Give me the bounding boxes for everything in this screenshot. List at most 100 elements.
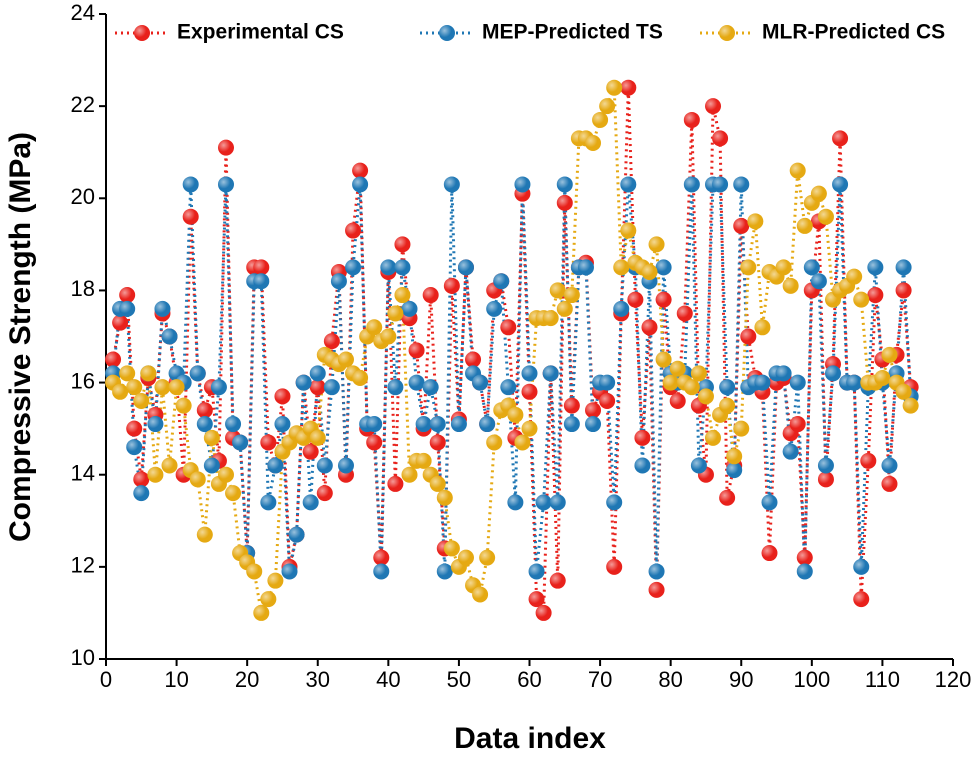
data-point: [133, 393, 150, 409]
x-tick-label: 120: [935, 667, 972, 692]
data-point: [556, 300, 573, 317]
legend-text: MEP-Predicted TS: [482, 21, 663, 44]
data-point: [302, 494, 319, 511]
data-point: [267, 457, 284, 474]
data-point: [521, 365, 538, 382]
data-point: [514, 434, 531, 451]
data-point: [274, 416, 291, 433]
x-tick-label: 60: [517, 667, 541, 692]
data-point: [754, 374, 771, 391]
data-point: [217, 466, 234, 483]
data-point: [465, 351, 482, 368]
data-point: [810, 273, 827, 290]
data-point: [796, 217, 813, 234]
data-point: [740, 328, 757, 345]
data-point: [217, 176, 234, 193]
data-point: [309, 429, 326, 446]
y-tick-label: 16: [71, 368, 95, 393]
y-tick-label: 24: [71, 0, 95, 25]
data-point: [683, 111, 700, 128]
data-point: [119, 365, 136, 382]
data-point: [161, 457, 178, 474]
data-point: [832, 176, 849, 193]
data-point: [133, 485, 150, 502]
data-point: [577, 259, 594, 276]
data-point: [422, 287, 439, 304]
data-point: [627, 291, 644, 308]
data-point: [415, 416, 432, 433]
data-point: [563, 287, 580, 304]
data-point: [514, 176, 531, 193]
data-point: [366, 434, 383, 451]
x-tick-label: 50: [447, 667, 471, 692]
data-point: [620, 222, 637, 239]
data-point: [726, 462, 743, 479]
data-point: [126, 379, 143, 396]
data-point: [436, 563, 453, 580]
data-point: [196, 416, 213, 433]
data-point: [126, 420, 143, 437]
data-point: [253, 259, 270, 276]
x-tick-label: 110: [865, 667, 900, 692]
data-point: [881, 475, 898, 492]
data-point: [182, 208, 199, 225]
data-point: [690, 365, 707, 382]
data-point: [810, 185, 827, 202]
data-point: [747, 213, 764, 230]
data-point: [662, 374, 679, 391]
data-point: [429, 434, 446, 451]
legend-shine: [719, 25, 735, 41]
data-point: [260, 494, 277, 511]
data-point: [189, 365, 206, 382]
data-point: [352, 176, 369, 193]
data-point: [585, 416, 602, 433]
data-point: [443, 277, 460, 294]
data-point: [147, 416, 164, 433]
data-point: [655, 259, 672, 276]
data-point: [902, 397, 919, 414]
data-point: [549, 572, 566, 589]
data-point: [832, 130, 849, 147]
data-point: [817, 457, 834, 474]
data-point: [592, 111, 609, 128]
data-point: [789, 416, 806, 433]
data-point: [585, 135, 602, 151]
data-point: [853, 291, 870, 308]
data-point: [733, 420, 750, 437]
data-point: [288, 526, 305, 543]
data-point: [443, 540, 460, 557]
data-point: [429, 475, 446, 492]
data-point: [429, 416, 446, 433]
data-point: [387, 379, 404, 396]
data-point: [422, 379, 439, 396]
data-point: [225, 416, 242, 433]
data-point: [486, 300, 503, 317]
data-point: [796, 563, 813, 580]
data-point: [401, 466, 418, 483]
data-point: [641, 319, 658, 336]
data-point: [479, 549, 496, 566]
data-point: [210, 379, 227, 396]
data-point: [281, 563, 298, 580]
data-point: [775, 365, 792, 382]
data-point: [217, 139, 234, 156]
data-point: [733, 176, 750, 193]
data-point: [606, 494, 623, 511]
data-point: [846, 374, 863, 391]
data-point: [323, 379, 340, 396]
data-point: [669, 393, 686, 409]
data-point: [895, 259, 912, 276]
data-point: [387, 475, 404, 492]
y-tick-label: 18: [71, 276, 95, 301]
data-point: [535, 604, 552, 621]
data-point: [246, 563, 263, 580]
data-point: [126, 439, 143, 456]
data-point: [267, 572, 284, 589]
data-point: [352, 162, 369, 179]
data-point: [457, 549, 474, 566]
data-point: [154, 300, 171, 317]
data-point: [457, 259, 474, 276]
data-point: [853, 558, 870, 575]
data-point: [556, 194, 573, 211]
data-point: [380, 328, 397, 345]
